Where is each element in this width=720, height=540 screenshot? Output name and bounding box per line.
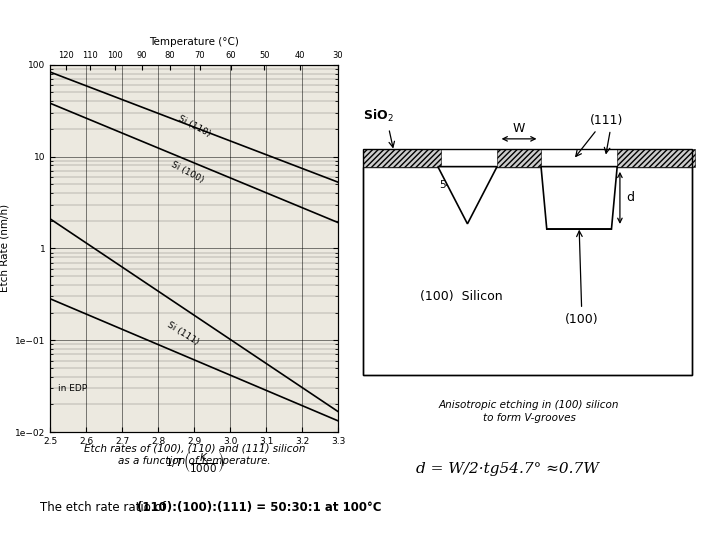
Text: The etch rate ratio of: The etch rate ratio of xyxy=(40,501,169,514)
X-axis label: $1/T\,\left(\dfrac{K}{1000}\right)$: $1/T\,\left(\dfrac{K}{1000}\right)$ xyxy=(165,449,224,475)
Text: Anisotropic etching in (100) silicon: Anisotropic etching in (100) silicon xyxy=(439,400,619,410)
Text: (100)  Silicon: (100) Silicon xyxy=(420,290,503,303)
Text: Si (111): Si (111) xyxy=(166,320,200,347)
Text: Si (110): Si (110) xyxy=(176,114,212,138)
Polygon shape xyxy=(438,167,497,224)
Bar xyxy=(364,149,441,167)
Bar xyxy=(497,149,541,167)
Text: as a function of temperature.: as a function of temperature. xyxy=(118,456,271,467)
Text: d = W/2·tg54.7° ≈0.7W: d = W/2·tg54.7° ≈0.7W xyxy=(416,462,599,476)
Text: o: o xyxy=(453,177,458,186)
X-axis label: Temperature (°C): Temperature (°C) xyxy=(150,37,239,48)
Text: to form V-grooves: to form V-grooves xyxy=(483,413,575,423)
Text: W: W xyxy=(513,122,525,135)
Text: (110):(100):(111) = 50:30:1 at 100°C: (110):(100):(111) = 50:30:1 at 100°C xyxy=(137,501,382,514)
Bar xyxy=(617,149,695,167)
Text: 54.7: 54.7 xyxy=(439,180,463,190)
Polygon shape xyxy=(541,167,617,229)
Text: Si (100): Si (100) xyxy=(169,160,204,184)
Text: (100): (100) xyxy=(564,313,598,326)
FancyBboxPatch shape xyxy=(364,167,692,375)
Text: Etch rates of (100), (110) and (111) silicon: Etch rates of (100), (110) and (111) sil… xyxy=(84,444,305,454)
Text: in EDP: in EDP xyxy=(58,384,86,393)
Text: SiO$_2$: SiO$_2$ xyxy=(364,107,394,124)
Text: (111): (111) xyxy=(590,113,624,126)
Text: d: d xyxy=(626,191,634,204)
Y-axis label: Etch Rate (nm/h): Etch Rate (nm/h) xyxy=(0,204,9,293)
